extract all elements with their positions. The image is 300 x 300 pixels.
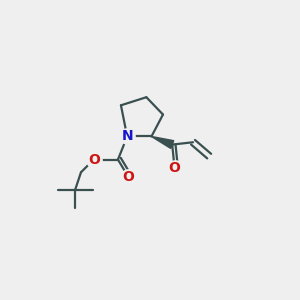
Text: O: O <box>122 170 134 184</box>
Text: O: O <box>88 153 100 166</box>
Polygon shape <box>152 136 174 148</box>
Text: N: N <box>122 130 133 143</box>
Text: O: O <box>169 161 181 175</box>
